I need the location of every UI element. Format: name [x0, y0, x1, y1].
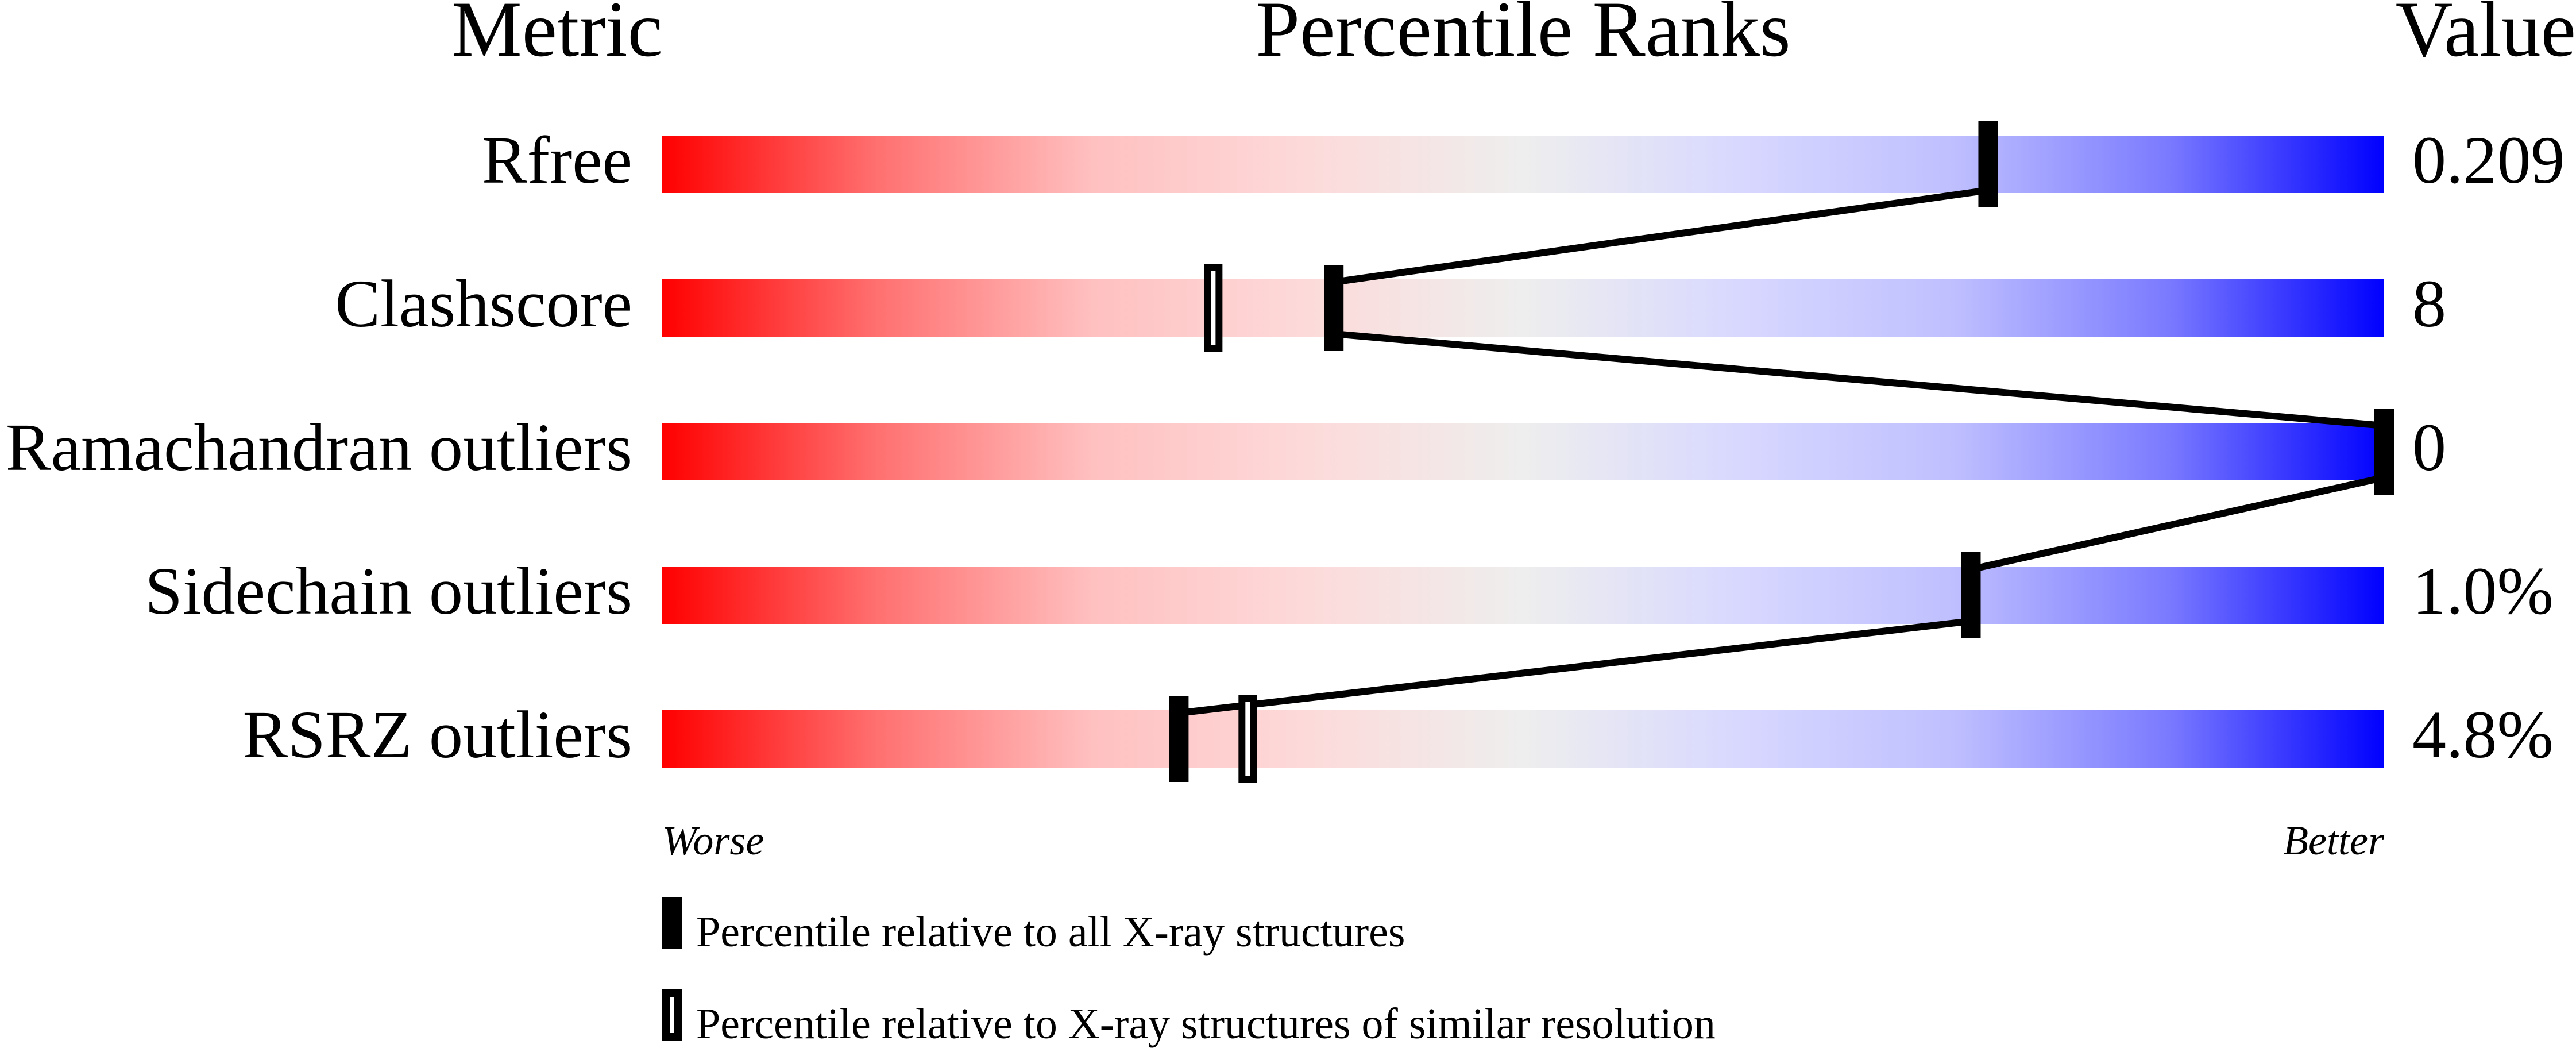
marker-all-xray — [1169, 696, 1189, 782]
header-metric: Metric — [451, 0, 663, 73]
header-percentile-ranks: Percentile Ranks — [1256, 0, 1790, 73]
percentile-bar — [662, 567, 2384, 624]
marker-similar-resolution — [1238, 695, 1257, 783]
legend-filled-label: Percentile relative to all X-ray structu… — [696, 908, 1405, 956]
metric-label: Rfree — [482, 122, 632, 198]
metric-value: 1.0% — [2412, 553, 2554, 629]
connector-line — [1970, 474, 2385, 573]
metric-value: 0.209 — [2412, 122, 2565, 198]
metric-label: Ramachandran outliers — [6, 410, 632, 485]
marker-all-xray — [1961, 552, 1981, 638]
metric-label: Clashscore — [335, 266, 632, 341]
percentile-bar — [662, 136, 2384, 193]
metric-value: 0 — [2412, 410, 2446, 485]
connector-line — [1178, 618, 1972, 716]
marker-all-xray — [2374, 409, 2394, 495]
marker-all-xray — [1324, 265, 1344, 351]
header-value: Value — [2396, 0, 2576, 73]
better-label: Better — [2283, 818, 2385, 864]
metric-label: Sidechain outliers — [145, 553, 632, 629]
percentile-bar — [662, 710, 2384, 768]
metric-label: RSRZ outliers — [242, 697, 632, 772]
marker-all-xray — [1978, 121, 1998, 207]
legend-hollow-marker — [662, 989, 682, 1041]
metric-value: 4.8% — [2412, 697, 2554, 772]
percentile-bar — [662, 423, 2384, 480]
percentile-bar — [662, 279, 2384, 337]
worse-label: Worse — [662, 818, 764, 864]
connector-line — [1333, 330, 2385, 429]
connector-line — [1333, 187, 1989, 286]
legend-filled-marker — [662, 897, 682, 949]
marker-similar-resolution — [1204, 264, 1223, 352]
metric-value: 8 — [2412, 266, 2446, 341]
legend-hollow-label: Percentile relative to X-ray structures … — [696, 1000, 1716, 1048]
